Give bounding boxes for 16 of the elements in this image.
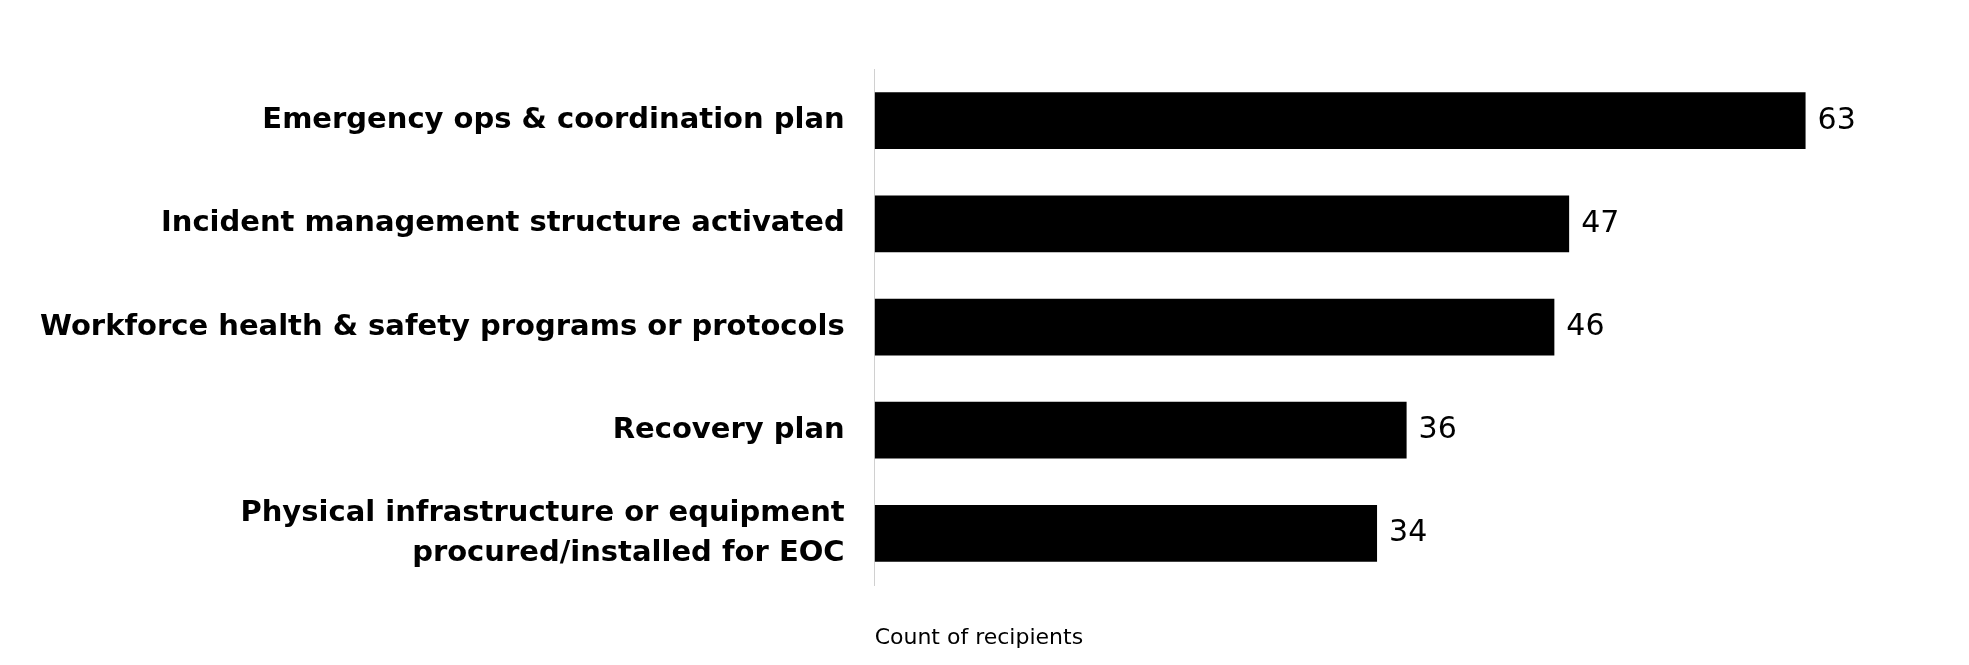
bar xyxy=(874,298,1555,356)
y-tick-label: Recovery plan xyxy=(612,410,845,445)
y-tick-label: Incident management structure activated xyxy=(160,204,845,239)
data-label: 34 xyxy=(1389,513,1428,549)
bar xyxy=(874,401,1407,459)
bar xyxy=(874,195,1570,253)
x-axis-title: Count of recipients xyxy=(874,623,1084,649)
y-tick-label: Emergency ops & coordination plan xyxy=(262,101,845,136)
data-label: 47 xyxy=(1581,203,1620,239)
data-label: 36 xyxy=(1418,410,1457,446)
data-label: 46 xyxy=(1566,306,1605,342)
bar xyxy=(874,92,1806,150)
y-tick-label: Physical infrastructure or equipment procured/installed for EOC xyxy=(240,494,845,568)
data-label: 63 xyxy=(1817,100,1856,136)
y-tick-label: Workforce health & safety programs or protocols xyxy=(39,307,845,342)
bar xyxy=(874,505,1378,562)
